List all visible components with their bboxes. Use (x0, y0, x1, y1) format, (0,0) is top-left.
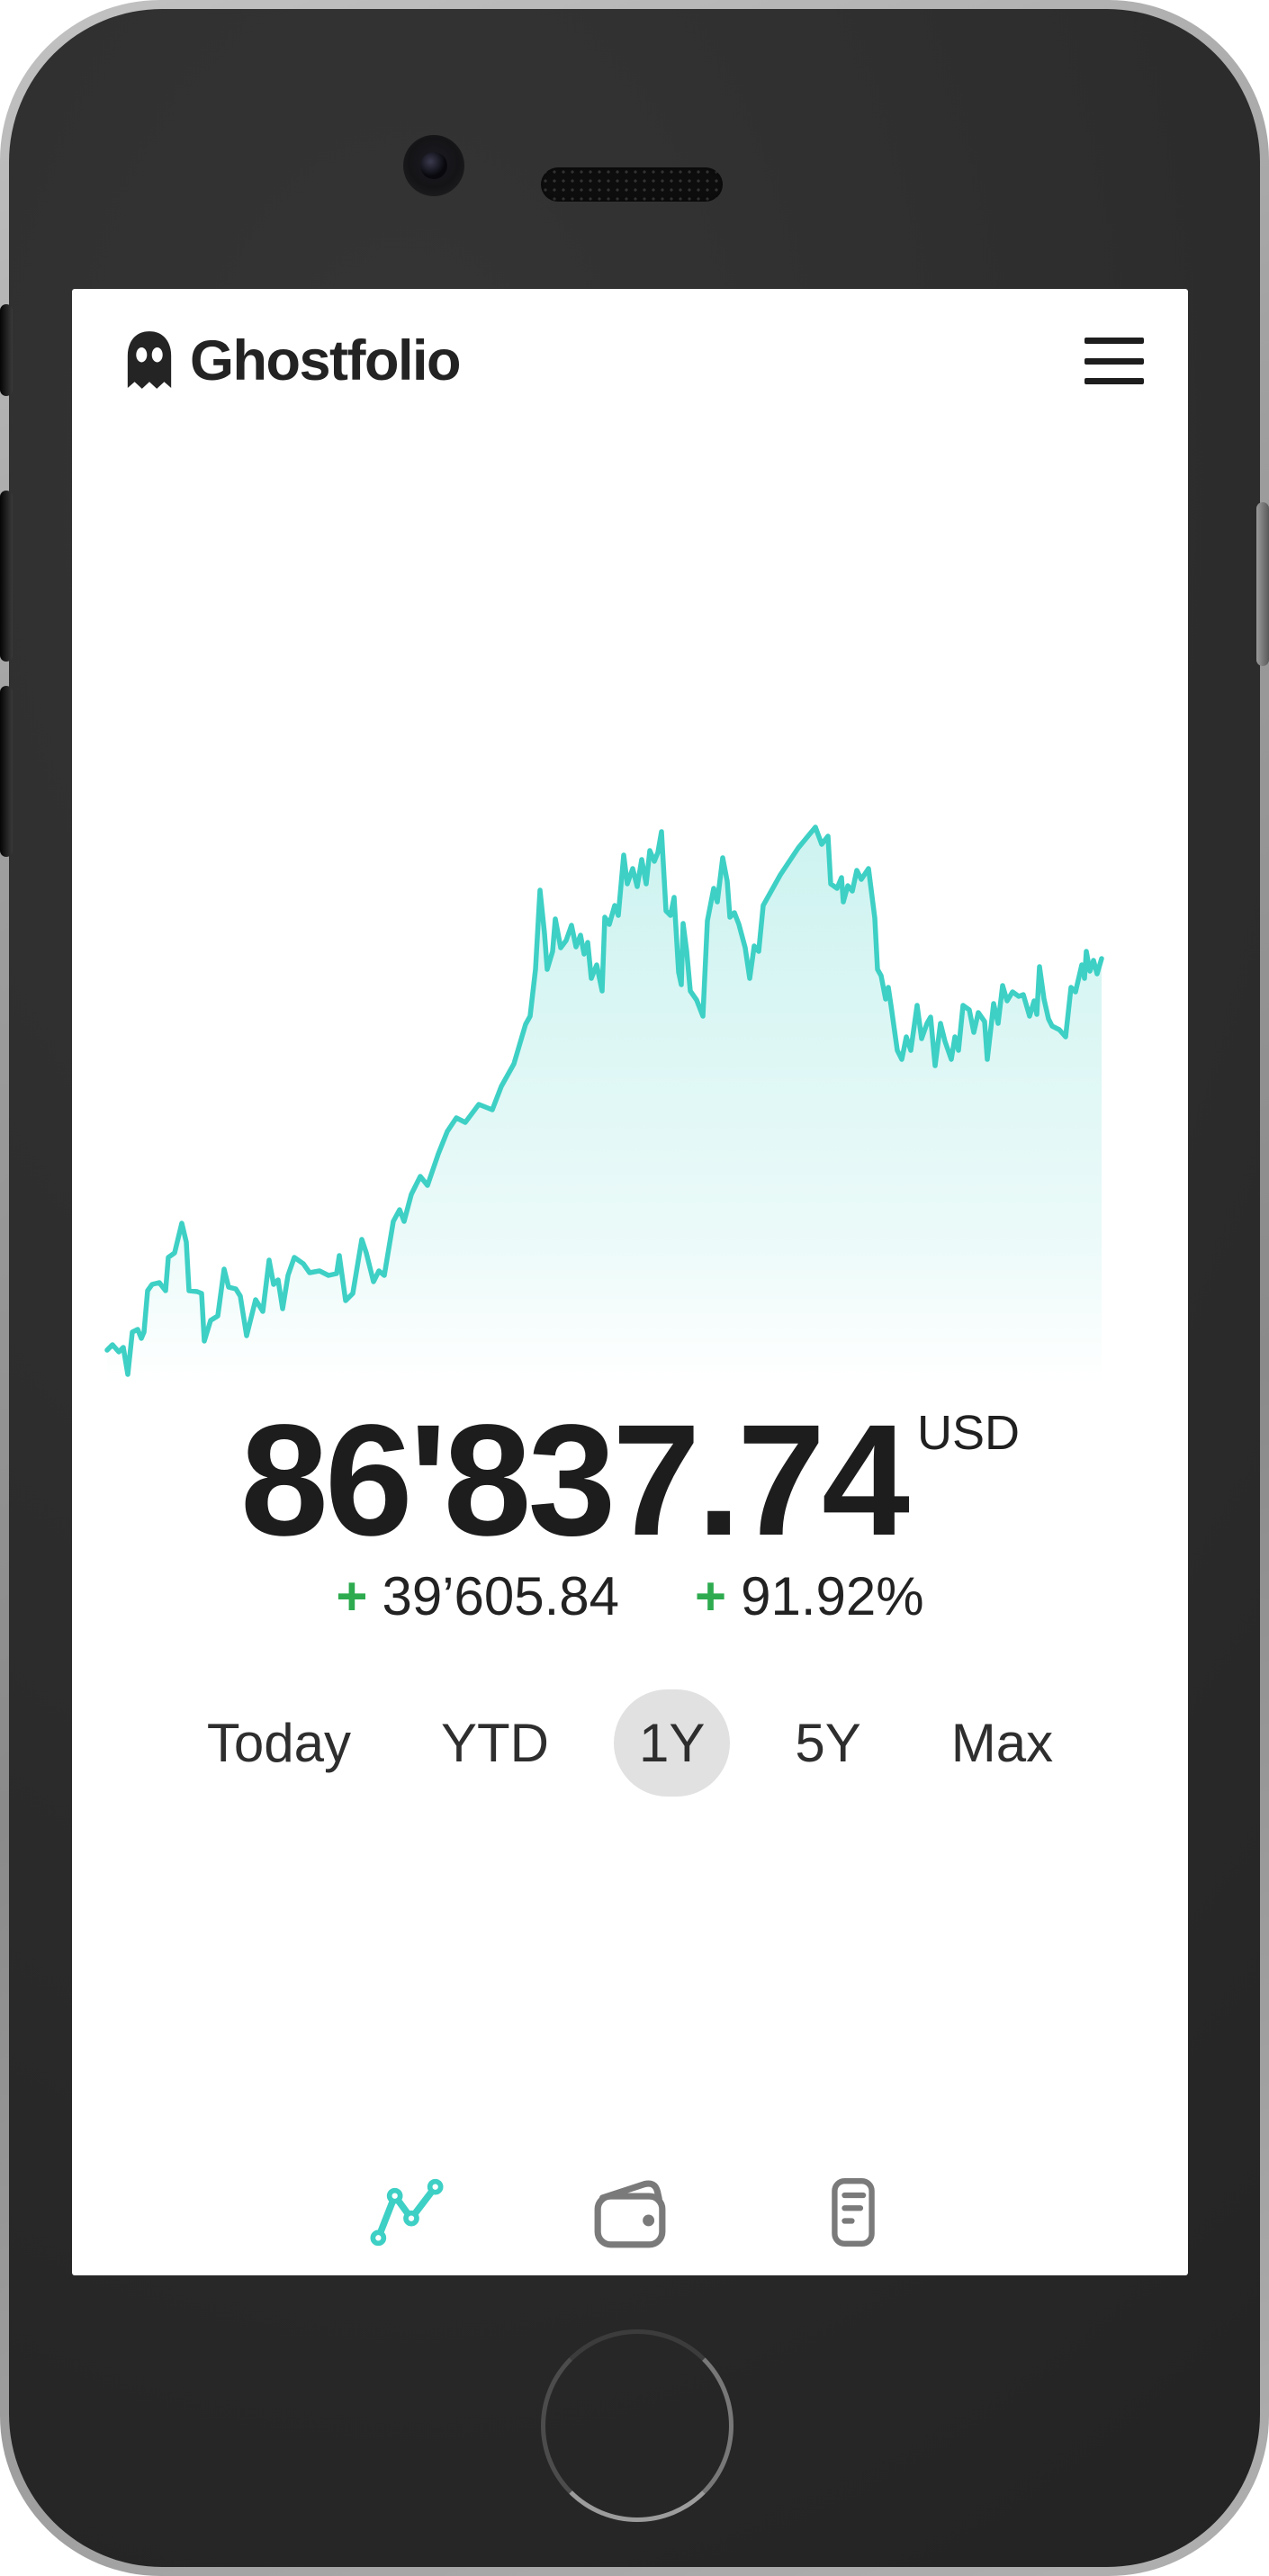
hamburger-bar (1084, 378, 1144, 384)
camera-lens (420, 152, 447, 179)
home-button[interactable] (541, 2329, 734, 2522)
portfolio-total-value: 86'837.74 (240, 1392, 910, 1569)
mute-switch[interactable] (0, 304, 13, 396)
app-logo-group: Ghostfolio (123, 329, 461, 393)
portfolio-value-row: 86'837.74 USD (72, 1401, 1188, 1560)
performance-change-row: + 39’605.84 + 91.92% (72, 1565, 1188, 1627)
volume-up-button[interactable] (0, 491, 13, 662)
chart-line-icon (369, 2176, 445, 2248)
phone-screen: Ghostfolio 86 (72, 289, 1188, 2275)
tab-1y[interactable]: 1Y (613, 1689, 731, 1797)
ghost-logo-icon (123, 330, 176, 392)
chart-line (104, 824, 1104, 1377)
currency-label: USD (916, 1406, 1020, 1460)
chart-area-fill (107, 827, 1102, 1383)
plus-sign: + (336, 1566, 368, 1626)
hamburger-menu-button[interactable] (1084, 334, 1144, 388)
hamburger-bar (1084, 357, 1144, 365)
date-range-tabs: Today YTD 1Y 5Y Max (72, 1689, 1188, 1797)
tab-max[interactable]: Max (950, 1713, 1054, 1773)
volume-down-button[interactable] (0, 686, 13, 857)
tab-today[interactable]: Today (206, 1713, 351, 1773)
tab-5y[interactable]: 5Y (795, 1713, 861, 1773)
speaker-grille (541, 167, 723, 202)
portfolio-performance-chart (104, 798, 1107, 1383)
front-camera (403, 135, 464, 196)
bottom-navigation (72, 2172, 1188, 2253)
change-percent: + 91.92% (695, 1566, 924, 1626)
app-header: Ghostfolio (123, 325, 1144, 397)
nav-item-accounts[interactable] (590, 2172, 670, 2253)
hamburger-bar (1084, 338, 1144, 344)
nav-item-report[interactable] (813, 2172, 894, 2253)
nav-item-overview[interactable] (366, 2172, 447, 2253)
plus-sign: + (695, 1566, 727, 1626)
tab-ytd[interactable]: YTD (440, 1713, 549, 1773)
change-absolute: + 39’605.84 (336, 1566, 620, 1626)
app-title: Ghostfolio (190, 329, 461, 392)
report-icon (819, 2174, 887, 2251)
power-button[interactable] (1256, 502, 1269, 666)
wallet-icon (589, 2174, 671, 2251)
